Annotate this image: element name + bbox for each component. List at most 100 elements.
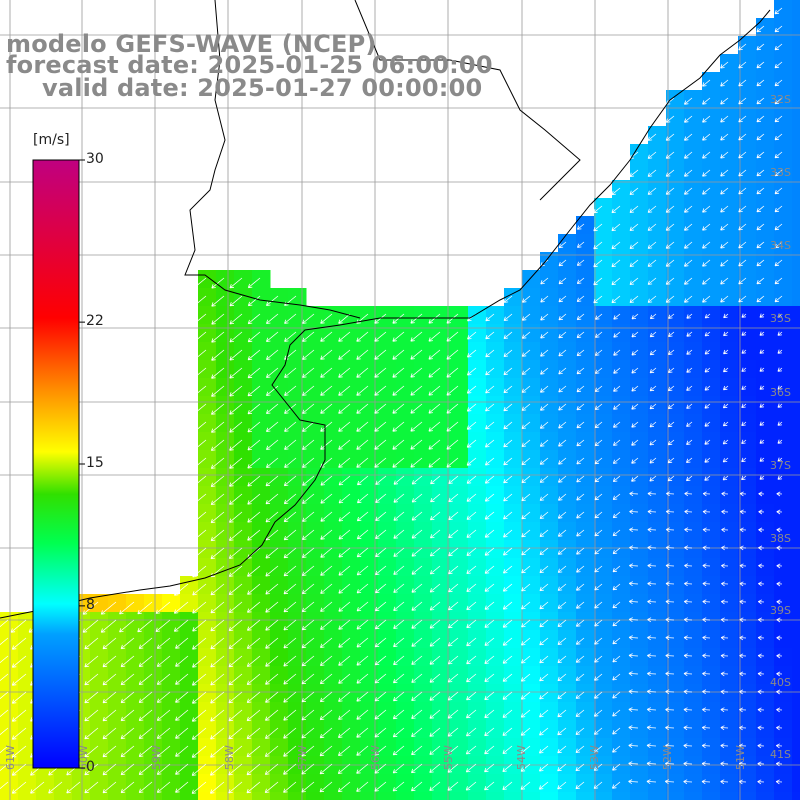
wind-arrow [776,725,783,731]
wind-cell [558,252,577,271]
wind-arrow [521,511,531,520]
wind-cell [126,684,145,703]
wind-cell [414,594,433,613]
wind-cell [630,360,649,379]
wind-cell [234,666,253,685]
wind-arrow [411,529,423,539]
wind-cell [360,576,379,595]
wind-cell [576,234,595,253]
wind-cell [396,648,415,667]
wind-arrow [155,619,171,632]
wind-arrow [102,655,117,668]
wind-arrow [776,635,783,641]
wind-arrow [503,475,513,484]
wind-cell [180,594,199,613]
wind-cell [576,612,595,631]
wind-arrow [338,637,351,648]
wind-cell [378,378,397,397]
wind-arrow [301,583,315,595]
wind-arrow [721,491,729,497]
wind-arrow [11,727,27,740]
wind-arrow [665,725,675,731]
wind-cell [630,648,649,667]
wind-arrow [683,635,693,641]
wind-cell [684,684,703,703]
wind-arrow [120,637,135,650]
wind-cell [738,252,757,271]
wind-cell [738,576,757,595]
wind-arrow [774,205,783,213]
wind-arrow [446,457,459,468]
wind-cell [540,720,559,739]
wind-cell [486,702,505,721]
wind-arrow [720,115,729,123]
wind-cell [108,792,127,800]
wind-cell [738,594,757,613]
wind-cell [414,486,433,505]
wind-cell [720,306,739,325]
wind-arrow [593,259,603,268]
wind-cell [720,144,739,163]
wind-cell [594,486,613,505]
wind-arrow [283,745,297,757]
wind-arrow [338,565,351,576]
wind-arrow [594,475,603,483]
wind-arrow [686,439,693,445]
wind-arrow [774,115,783,123]
wind-arrow [228,637,243,650]
wind-arrow [723,367,729,373]
wind-arrow [759,331,765,336]
wind-arrow [502,673,513,682]
wind-arrow [265,493,279,505]
wind-cell [342,396,361,415]
wind-cell [324,594,343,613]
wind-cell [612,684,631,703]
wind-cell [288,522,307,541]
wind-cell [324,792,343,800]
wind-cell [702,72,721,91]
wind-cell [360,738,379,757]
wind-cell [594,432,613,451]
wind-arrow [192,475,207,488]
wind-cell [558,666,577,685]
wind-arrow [665,743,675,749]
wind-arrow [665,151,675,159]
wind-cell [666,666,685,685]
wind-arrow [702,671,711,677]
wind-cell [648,774,667,793]
wind-arrow [756,259,765,267]
wind-arrow [702,545,711,551]
wind-cell [684,504,703,523]
wind-arrow [738,187,747,195]
wind-arrow [102,691,117,704]
wind-arrow [683,689,693,695]
wind-cell [720,684,739,703]
wind-cell [360,630,379,649]
wind-arrow [429,565,441,575]
wind-arrow [192,619,207,632]
wind-arrow [646,689,657,695]
wind-cell [792,216,800,235]
wind-arrow [739,527,747,533]
wind-cell [558,684,577,703]
wind-cell [648,648,667,667]
colorbar-gradient [32,159,80,769]
wind-arrow [484,763,495,773]
wind-arrow [741,313,747,318]
wind-cell [504,540,523,559]
wind-arrow [702,241,711,249]
wind-cell [450,720,469,739]
wind-arrow [558,385,567,393]
wind-arrow [720,599,729,605]
wind-cell [612,558,631,577]
wind-cell [342,558,361,577]
wind-arrow [11,745,27,758]
wind-cell [594,594,613,613]
wind-cell [720,180,739,199]
wind-arrow [649,349,657,356]
wind-cell [756,792,775,800]
wind-arrow [704,367,711,373]
wind-arrow [702,509,711,515]
wind-arrow [467,349,477,358]
wind-cell [180,612,199,631]
